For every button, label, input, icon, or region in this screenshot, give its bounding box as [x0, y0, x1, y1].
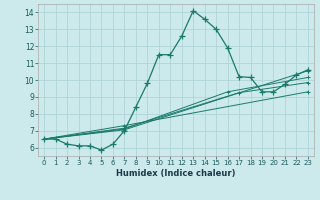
- X-axis label: Humidex (Indice chaleur): Humidex (Indice chaleur): [116, 169, 236, 178]
